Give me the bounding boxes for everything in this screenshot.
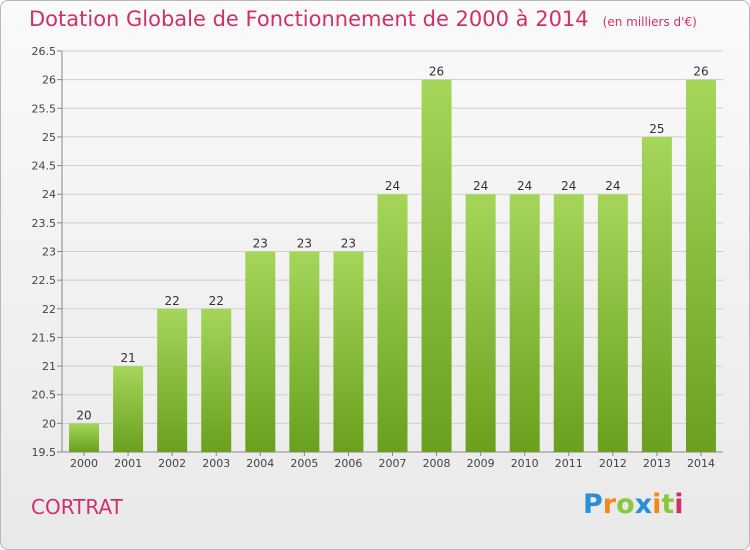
y-tick-label: 23 <box>42 246 56 259</box>
bars <box>69 79 716 453</box>
data-label: 23 <box>297 237 312 251</box>
x-tick-label: 2005 <box>290 457 318 470</box>
data-label: 26 <box>429 65 444 79</box>
y-tick-label: 24 <box>42 188 56 201</box>
data-label: 24 <box>517 179 532 193</box>
x-tick-label: 2006 <box>334 457 362 470</box>
x-tick-label: 2009 <box>467 457 495 470</box>
data-label: 22 <box>165 294 180 308</box>
bar <box>641 136 672 452</box>
x-tick-label: 2001 <box>114 457 142 470</box>
y-tick-label: 20 <box>42 417 56 430</box>
data-label: 24 <box>385 179 400 193</box>
data-label: 20 <box>76 408 91 422</box>
y-tick-label: 25.5 <box>32 102 57 115</box>
bar <box>597 194 628 452</box>
data-label: 23 <box>341 237 356 251</box>
bar <box>421 79 452 453</box>
x-tick-label: 2000 <box>70 457 98 470</box>
x-tick-label: 2013 <box>643 457 671 470</box>
y-tick-label: 22.5 <box>32 274 57 287</box>
bar <box>289 251 320 452</box>
x-tick-label: 2002 <box>158 457 186 470</box>
bar <box>245 251 276 452</box>
y-tick-label: 26 <box>42 74 56 87</box>
y-tick-label: 25 <box>42 131 56 144</box>
bar <box>465 194 496 452</box>
data-label: 26 <box>693 65 708 79</box>
bar <box>377 194 408 452</box>
bar <box>685 79 716 453</box>
bar <box>553 194 584 452</box>
y-tick-label: 19.5 <box>32 446 57 459</box>
x-tick-label: 2011 <box>555 457 583 470</box>
data-label: 21 <box>120 351 135 365</box>
chart-title-main: Dotation Globale de Fonctionnement de 20… <box>29 7 589 31</box>
chart-unit: (en milliers d'€) <box>602 15 697 29</box>
bar <box>333 251 364 452</box>
bar <box>157 308 188 452</box>
y-tick-label: 22 <box>42 303 56 316</box>
y-tick-label: 26.5 <box>32 45 57 58</box>
data-labels: 20 21 22 22 23 23 23 24 26 24 24 24 24 25 26 <box>76 65 708 423</box>
data-label: 25 <box>649 122 664 136</box>
x-tick-label: 2012 <box>599 457 627 470</box>
bar <box>113 366 144 452</box>
data-label: 24 <box>473 179 488 193</box>
y-tick-label: 21 <box>42 360 56 373</box>
bar <box>201 308 232 452</box>
y-tick-label: 24.5 <box>32 160 57 173</box>
x-tick-label: 2010 <box>511 457 539 470</box>
data-label: 23 <box>253 237 268 251</box>
y-tick-label: 21.5 <box>32 331 57 344</box>
commune-name: CORTRAT <box>31 495 123 519</box>
y-tick-label: 23.5 <box>32 217 57 230</box>
bar <box>509 194 540 452</box>
x-tick-label: 2008 <box>423 457 451 470</box>
x-tick-label: 2014 <box>687 457 715 470</box>
data-label: 24 <box>605 179 620 193</box>
x-tick-label: 2004 <box>246 457 274 470</box>
x-tick-label: 2003 <box>202 457 230 470</box>
chart-title: Dotation Globale de Fonctionnement de 20… <box>29 7 697 31</box>
x-tick-label: 2007 <box>379 457 407 470</box>
data-label: 24 <box>561 179 576 193</box>
data-label: 22 <box>209 294 224 308</box>
y-tick-label: 20.5 <box>32 389 57 402</box>
bar <box>69 423 100 452</box>
proxiti-logo[interactable]: Proxiti <box>583 489 684 520</box>
